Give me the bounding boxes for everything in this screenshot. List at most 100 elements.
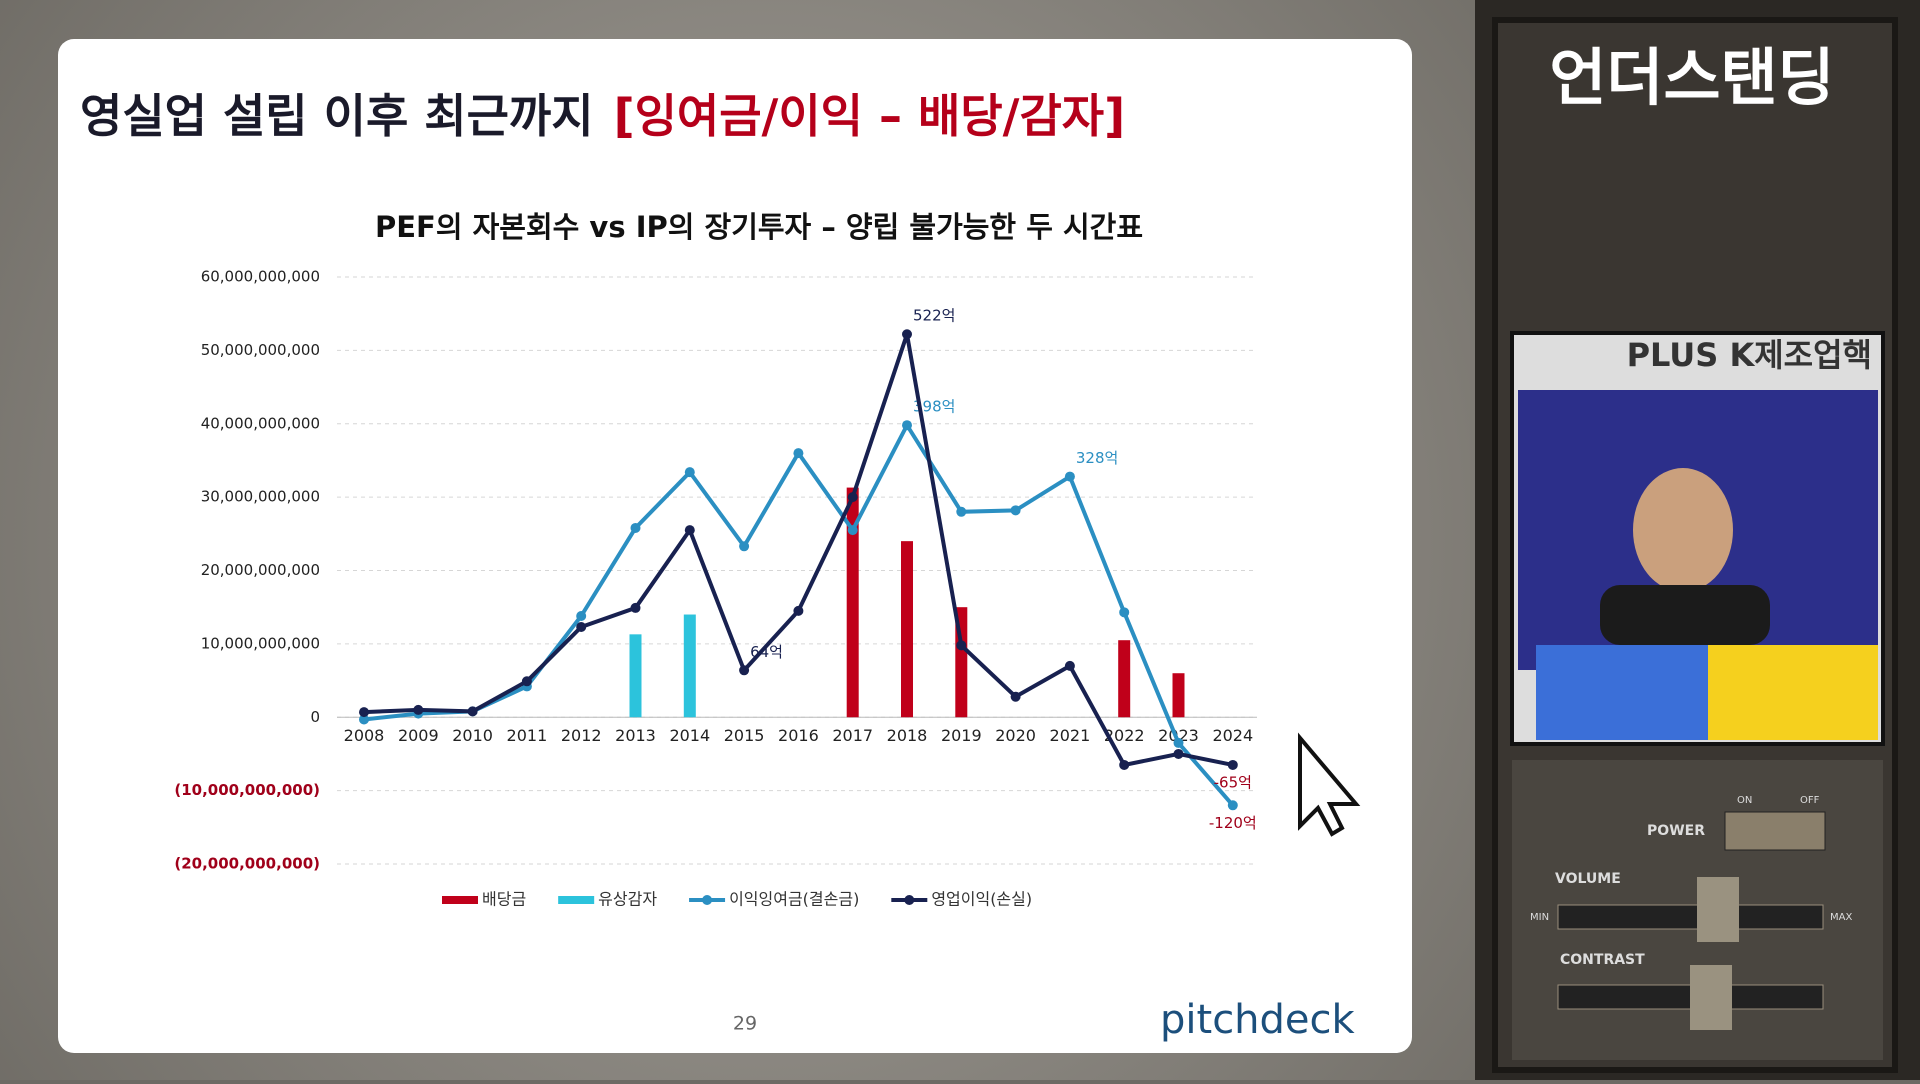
line-marker [1119,607,1130,618]
line-marker [576,621,587,632]
legend-swatch [442,896,478,904]
data-label: -120억 [1209,814,1257,832]
line-marker [1010,691,1021,702]
data-label: 64억 [750,643,783,661]
line-marker [847,492,858,503]
y-tick-label: 0 [310,708,320,726]
presenter [1633,468,1733,592]
line-marker [793,448,804,459]
x-tick-label: 2008 [344,726,385,745]
legend-label: 이익잉여금(결손금) [729,890,859,909]
data-label: 522억 [913,307,955,325]
line-marker [684,525,695,536]
line-marker [684,467,695,478]
x-tick-label: 2012 [561,726,602,745]
legend-swatch [904,895,915,905]
line-marker [359,714,369,725]
y-tick-label: 20,000,000,000 [201,561,320,579]
line-marker [902,329,912,340]
x-tick-label: 2013 [615,726,656,745]
min-label: MIN [1530,912,1549,923]
bar [629,634,642,718]
line-marker [956,506,967,517]
x-tick-label: 2016 [778,726,819,745]
y-tick-label: 30,000,000,000 [201,488,320,506]
line-marker [739,665,750,676]
y-tick-label: 40,000,000,000 [201,414,320,432]
legend-label: 배당금 [482,890,526,909]
data-label: -65억 [1214,773,1252,791]
x-tick-label: 2019 [941,726,982,745]
power-label: POWER [1647,823,1705,839]
x-tick-label: 2020 [995,726,1036,745]
x-tick-label: 2011 [507,726,548,745]
x-tick-label: 2015 [724,726,765,745]
legend-label: 유상감자 [598,890,657,909]
line-marker [956,640,967,651]
line-marker [847,525,858,536]
y-tick-label: (20,000,000,000) [174,855,320,873]
line-marker [902,420,912,431]
bar [846,487,859,718]
off-label: OFF [1800,795,1820,806]
volume-label: VOLUME [1555,871,1621,887]
line-marker [467,706,478,717]
data-label: 398억 [913,398,955,416]
slide [58,39,1412,1053]
x-tick-label: 2023 [1158,726,1199,745]
x-tick-label: 2014 [669,726,710,745]
mouse-cursor [1298,732,1361,837]
slide-title-main: 영실업 설립 이후 최근까지 [80,89,594,143]
slide-title-highlight: [잉여금/이익 – 배당/감자] [614,89,1126,143]
video-ad-left [1536,645,1708,740]
line-marker [630,522,641,533]
line-marker [521,676,532,687]
bar [901,541,913,718]
y-tick-label: 50,000,000,000 [201,341,320,359]
video-ad-right [1708,645,1878,740]
line-marker [576,610,587,621]
x-tick-label: 2021 [1050,726,1091,745]
line-marker [739,541,750,552]
x-tick-label: 2009 [398,726,439,745]
contrast-label: CONTRAST [1560,952,1645,968]
on-label: ON [1737,795,1752,806]
line-marker [1227,800,1238,811]
page-number: 29 [733,1013,757,1035]
y-tick-label: (10,000,000,000) [174,781,320,799]
line-marker [1010,505,1021,516]
presenter-body [1600,585,1770,645]
line-marker [413,704,424,715]
max-label: MAX [1830,912,1852,923]
line-marker [1227,759,1238,770]
y-tick-label: 60,000,000,000 [201,268,320,286]
volume-track [1557,904,1824,930]
legend-swatch [702,895,713,905]
legend-swatch [558,896,595,904]
x-tick-label: 2010 [452,726,493,745]
power-switch[interactable] [1724,811,1826,851]
x-tick-label: 2022 [1104,726,1145,745]
data-label: 328억 [1076,449,1118,467]
x-tick-label: 2024 [1212,726,1253,745]
slide-title: 영실업 설립 이후 최근까지 [잉여금/이익 – 배당/감자] [80,89,1125,143]
x-tick-label: 2018 [887,726,928,745]
line-marker [1064,660,1075,671]
bar [1172,673,1185,718]
plot: (20,000,000,000) (10,000,000,000) 0 10,000,… [174,268,1257,909]
x-tick-label: 2017 [832,726,873,745]
volume-knob[interactable] [1697,877,1739,942]
line-marker [630,602,641,613]
bar [683,614,696,718]
video-caption: PLUS K제조업핵 [1627,336,1872,374]
bar [1118,640,1131,718]
brand-logo: pitchdeck [1160,997,1356,1043]
y-tick-label: 10,000,000,000 [201,634,320,652]
line-marker [1173,737,1184,748]
show-title: 언더스탠딩 [1549,41,1834,114]
contrast-knob[interactable] [1690,965,1732,1030]
legend-label: 영업이익(손실) [931,890,1032,909]
line-marker [1119,759,1130,770]
